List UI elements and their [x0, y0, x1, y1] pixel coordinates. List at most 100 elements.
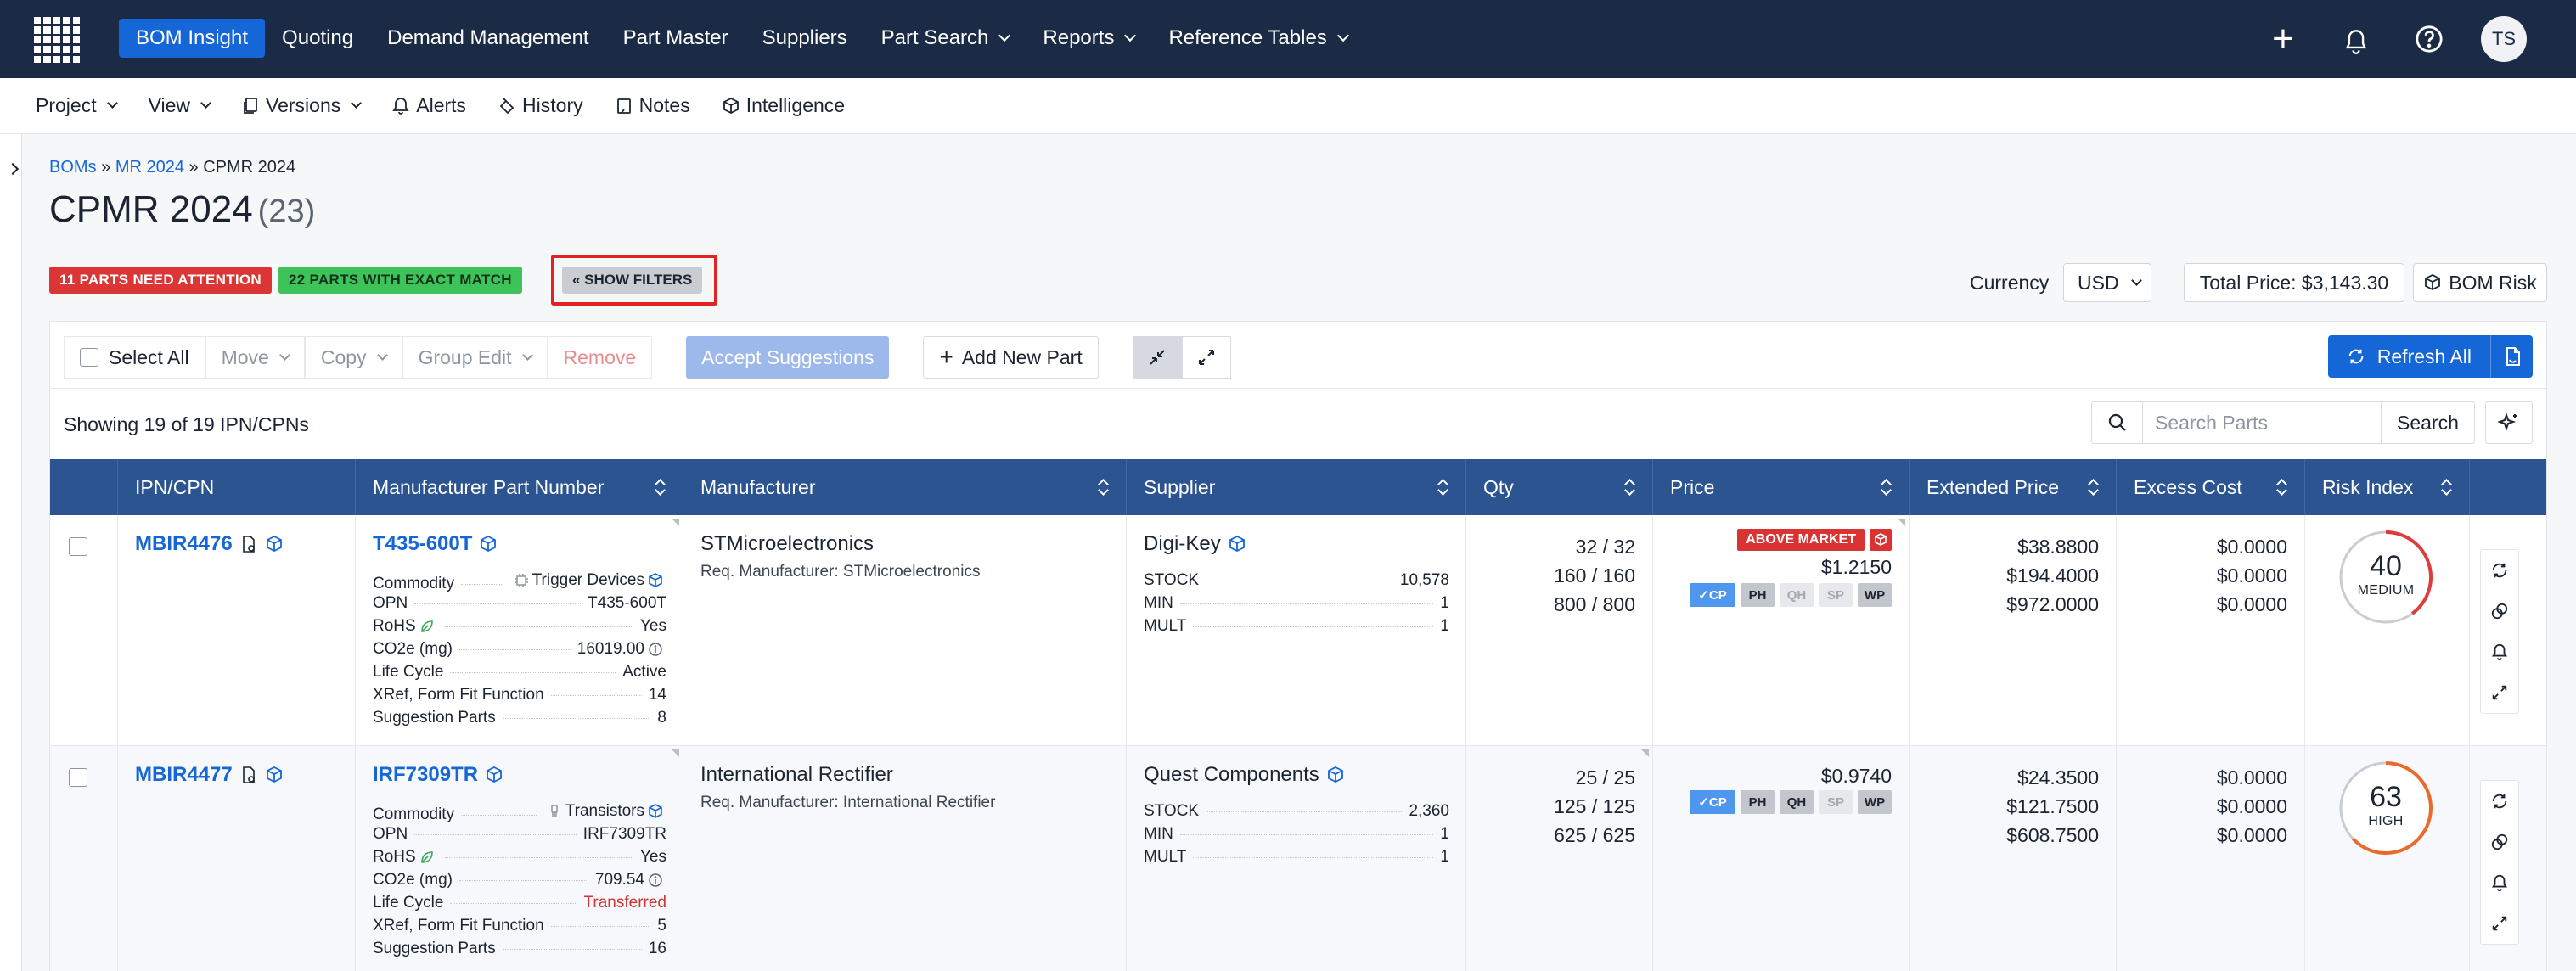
col-price[interactable]: Price	[1653, 459, 1910, 515]
plus-icon[interactable]: +	[2272, 18, 2294, 59]
refresh-all-button[interactable]: Refresh All	[2327, 335, 2490, 378]
expand-row-button[interactable]	[2481, 903, 2518, 944]
remove-button[interactable]: Remove	[547, 336, 653, 379]
group-edit-button[interactable]: Group Edit	[402, 336, 548, 379]
sort-icon[interactable]	[1438, 480, 1448, 495]
nav-quoting[interactable]: Quoting	[265, 19, 370, 58]
view-menu[interactable]: View	[149, 94, 211, 117]
price-tag-cp[interactable]: ✓CP	[1690, 583, 1735, 607]
accept-suggestions-button[interactable]: Accept Suggestions	[686, 336, 890, 379]
info-icon[interactable]	[648, 642, 663, 657]
alert-row-button[interactable]	[2481, 862, 2518, 903]
nav-reports[interactable]: Reports	[1026, 19, 1151, 58]
attr-suggestion-parts[interactable]: Suggestion Parts 16	[373, 940, 666, 963]
select-all-button[interactable]: Select All	[64, 336, 205, 379]
sort-icon[interactable]	[2277, 480, 2287, 495]
above-market-badge[interactable]: ABOVE MARKET	[1737, 529, 1892, 551]
attention-badge[interactable]: 11 PARTS NEED ATTENTION	[49, 267, 273, 294]
price-tag-ph[interactable]: PH	[1741, 790, 1775, 814]
risk-gauge[interactable]: 40 MEDIUM	[2337, 529, 2434, 626]
breadcrumb-boms[interactable]: BOMs	[49, 158, 97, 177]
select-all-checkbox[interactable]	[80, 348, 98, 367]
refresh-row-button[interactable]	[2481, 550, 2518, 591]
search-button[interactable]: Search	[2382, 401, 2475, 444]
sort-icon[interactable]	[2089, 480, 2099, 495]
col-manufacturer[interactable]: Manufacturer	[683, 459, 1127, 515]
price-tag-sp[interactable]: SP	[1819, 790, 1853, 814]
copy-button[interactable]: Copy	[304, 336, 402, 379]
add-new-part-button[interactable]: + Add New Part	[923, 336, 1099, 379]
table-row[interactable]: MBIR4477 IRF7309TR Commodity Transistors …	[50, 746, 2546, 971]
compare-row-button[interactable]	[2481, 822, 2518, 862]
search-icon[interactable]	[2091, 401, 2142, 444]
currency-select[interactable]: USD	[2063, 263, 2151, 302]
supplier-name[interactable]: Digi-Key	[1144, 532, 1246, 556]
attr-suggestion-parts[interactable]: Suggestion Parts 8	[373, 709, 666, 732]
expand-rows-button[interactable]	[1181, 336, 1231, 379]
cube-icon[interactable]	[479, 535, 498, 553]
table-row[interactable]: MBIR4476 T435-600T Commodity Trigger Devi…	[50, 515, 2546, 746]
help-button[interactable]	[2410, 20, 2448, 58]
nav-bom-insight[interactable]: BOM Insight	[119, 19, 266, 58]
search-input[interactable]	[2142, 401, 2382, 444]
collapse-rows-button[interactable]	[1132, 336, 1182, 379]
attr-xref[interactable]: XRef, Form Fit Function 14	[373, 686, 666, 709]
document-icon[interactable]	[239, 535, 258, 553]
attr-xref[interactable]: XRef, Form Fit Function 5	[373, 917, 666, 940]
show-filters-button[interactable]: « SHOW FILTERS	[562, 267, 703, 294]
document-icon[interactable]	[239, 766, 258, 784]
row-checkbox[interactable]	[69, 537, 87, 556]
sort-icon[interactable]	[1625, 480, 1635, 495]
price-tag-cp[interactable]: ✓CP	[1690, 790, 1735, 814]
alerts-link[interactable]: Alerts	[392, 94, 466, 117]
nav-part-search[interactable]: Part Search	[864, 19, 1026, 58]
price-tag-wp[interactable]: WP	[1858, 583, 1892, 607]
row-checkbox[interactable]	[69, 768, 87, 787]
col-ipn[interactable]: IPN/CPN	[118, 459, 356, 515]
cube-icon[interactable]	[265, 535, 284, 553]
col-supplier[interactable]: Supplier	[1127, 459, 1466, 515]
price-tag-qh[interactable]: QH	[1780, 583, 1814, 607]
compare-row-button[interactable]	[2481, 591, 2518, 631]
bom-risk-button[interactable]: BOM Risk	[2413, 263, 2547, 302]
price-tag-wp[interactable]: WP	[1858, 790, 1892, 814]
cube-icon[interactable]	[485, 766, 503, 784]
col-extended-price[interactable]: Extended Price	[1910, 459, 2117, 515]
sort-icon[interactable]	[2442, 480, 2452, 495]
price-tag-ph[interactable]: PH	[1741, 583, 1775, 607]
nav-demand-management[interactable]: Demand Management	[370, 19, 605, 58]
mpn-link[interactable]: IRF7309TR	[373, 763, 503, 787]
sort-icon[interactable]	[655, 480, 666, 495]
cube-icon[interactable]	[648, 804, 663, 819]
col-qty[interactable]: Qty	[1466, 459, 1653, 515]
cube-icon[interactable]	[1326, 766, 1345, 784]
intelligence-link[interactable]: Intelligence	[723, 94, 845, 117]
price-tag-sp[interactable]: SP	[1819, 583, 1853, 607]
exact-match-badge[interactable]: 22 PARTS WITH EXACT MATCH	[278, 267, 522, 294]
sort-icon[interactable]	[1099, 480, 1109, 495]
move-button[interactable]: Move	[205, 336, 305, 379]
info-icon[interactable]	[648, 873, 663, 888]
history-link[interactable]: History	[498, 94, 583, 117]
col-excess-cost[interactable]: Excess Cost	[2117, 459, 2305, 515]
cube-icon[interactable]	[648, 573, 663, 588]
ipn-link[interactable]: MBIR4477	[135, 763, 284, 787]
versions-menu[interactable]: Versions	[242, 94, 363, 117]
nav-part-master[interactable]: Part Master	[606, 19, 745, 58]
ipn-link[interactable]: MBIR4476	[135, 532, 284, 556]
col-mpn[interactable]: Manufacturer Part Number	[356, 459, 683, 515]
mpn-link[interactable]: T435-600T	[373, 532, 498, 556]
sort-icon[interactable]	[1881, 480, 1892, 495]
expand-row-button[interactable]	[2481, 672, 2518, 713]
left-rail[interactable]	[0, 134, 22, 971]
breadcrumb-mr-2024[interactable]: MR 2024	[115, 158, 184, 177]
refresh-row-button[interactable]	[2481, 781, 2518, 822]
project-menu[interactable]: Project	[36, 94, 118, 117]
ai-assist-button[interactable]	[2485, 401, 2533, 444]
app-logo-icon[interactable]	[34, 17, 80, 63]
supplier-name[interactable]: Quest Components	[1144, 763, 1345, 787]
cube-icon[interactable]	[265, 766, 284, 784]
avatar[interactable]: TS	[2481, 16, 2527, 62]
alert-row-button[interactable]	[2481, 631, 2518, 672]
nav-reference-tables[interactable]: Reference Tables	[1151, 19, 1364, 58]
